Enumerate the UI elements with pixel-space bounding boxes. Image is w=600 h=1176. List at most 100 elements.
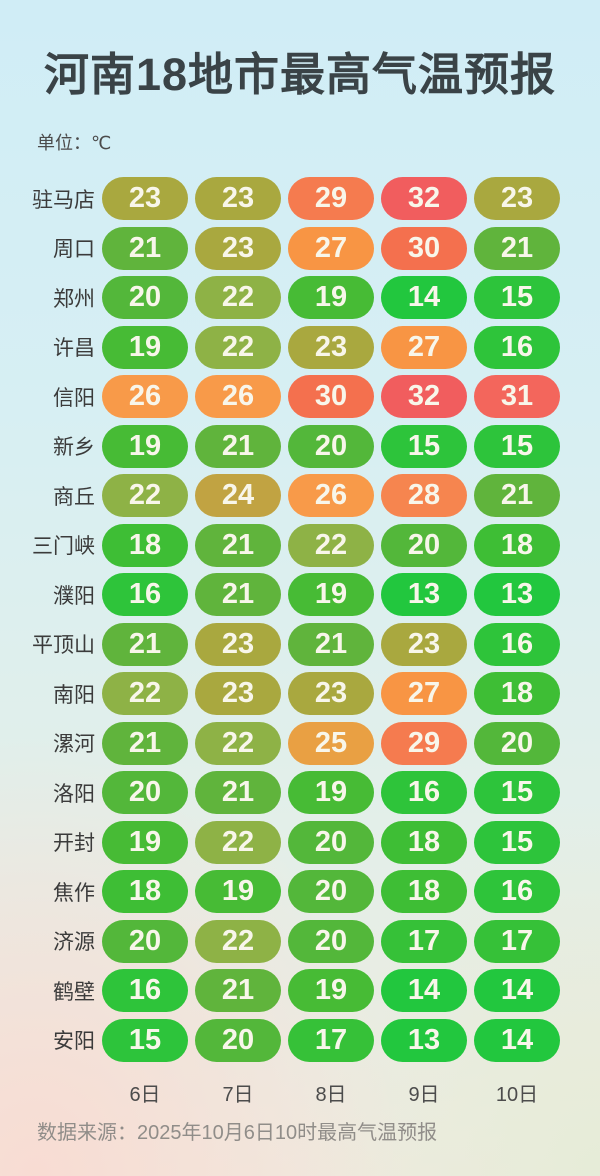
table-row: 济源 20 22 20 17 17: [0, 919, 600, 963]
temp-pill: 16: [474, 870, 560, 913]
temp-pill: 15: [474, 424, 560, 468]
temp-pill: 26: [195, 375, 281, 418]
city-label: 开封: [53, 832, 95, 855]
temp-pill: 21: [102, 622, 188, 666]
city-label: 商丘: [53, 485, 95, 509]
temp-pill: 13: [381, 1018, 467, 1062]
temp-pill: 23: [381, 622, 467, 666]
temp-pill: 20: [288, 424, 374, 468]
temp-pill: 16: [381, 771, 467, 814]
temp-pill: 32: [381, 375, 467, 418]
temp-pill: 18: [474, 672, 560, 715]
city-label: 平顶山: [32, 634, 95, 657]
temp-pill: 21: [195, 573, 281, 616]
temp-pill: 20: [102, 919, 188, 963]
table-row: 安阳 15 20 17 13 14: [0, 1018, 600, 1062]
city-label: 鹤壁: [53, 980, 95, 1004]
temp-pill: 19: [195, 870, 281, 913]
temp-pill: 23: [195, 672, 281, 715]
temp-pill: 19: [102, 820, 188, 864]
temp-pill: 14: [474, 969, 560, 1012]
temp-pill: 13: [381, 573, 467, 616]
temp-pill: 25: [288, 721, 374, 765]
temp-pill: 18: [474, 523, 560, 567]
city-label: 济源: [53, 931, 95, 954]
temp-pill: 20: [381, 523, 467, 567]
temp-pill: 28: [381, 474, 467, 517]
temp-pill: 22: [102, 672, 188, 715]
temp-pill: 22: [288, 523, 374, 567]
temp-pill: 23: [102, 177, 188, 220]
temp-pill: 14: [474, 1018, 560, 1062]
city-label: 驻马店: [32, 188, 95, 212]
date-label: 9日: [408, 1084, 440, 1106]
temp-pill: 27: [381, 672, 467, 715]
table-row: 信阳 26 26 30 32 31: [0, 375, 600, 418]
temp-pill: 20: [288, 820, 374, 864]
temp-pill: 20: [102, 276, 188, 319]
temp-pill: 21: [474, 226, 560, 270]
city-label: 安阳: [53, 1030, 95, 1053]
city-label: 郑州: [53, 287, 95, 311]
city-label: 许昌: [53, 337, 95, 360]
temp-pill: 14: [381, 969, 467, 1012]
temp-pill: 21: [195, 424, 281, 468]
temp-pill: 29: [288, 177, 374, 220]
temp-pill: 20: [474, 721, 560, 765]
temp-pill: 23: [195, 177, 281, 220]
temp-pill: 13: [474, 573, 560, 616]
temp-pill: 18: [102, 870, 188, 913]
temp-pill: 20: [288, 919, 374, 963]
temp-pill: 20: [288, 870, 374, 913]
temp-pill: 17: [474, 919, 560, 963]
table-row: 漯河 21 22 25 29 20: [0, 721, 600, 765]
temp-pill: 32: [381, 177, 467, 220]
temp-pill: 23: [195, 622, 281, 666]
table-row: 鹤壁 16 21 19 14 14: [0, 969, 600, 1012]
temp-pill: 27: [288, 226, 374, 270]
unit-label: 单位：℃: [37, 133, 112, 153]
temp-pill: 16: [474, 325, 560, 369]
axis-spacer: [0, 1078, 95, 1107]
temp-pill: 23: [288, 325, 374, 369]
temp-pill: 17: [288, 1018, 374, 1062]
table-row: 新乡 19 21 20 15 15: [0, 424, 600, 468]
temp-pill: 23: [288, 672, 374, 715]
temp-pill: 15: [474, 771, 560, 814]
temp-pill: 21: [102, 721, 188, 765]
temp-pill: 21: [474, 474, 560, 517]
temp-pill: 21: [195, 523, 281, 567]
temp-pill: 29: [381, 721, 467, 765]
temp-pill: 18: [381, 820, 467, 864]
city-label: 南阳: [53, 683, 95, 707]
temp-pill: 17: [381, 919, 467, 963]
temp-pill: 15: [474, 820, 560, 864]
temp-pill: 30: [288, 375, 374, 418]
page-title: 河南18地市最高气温预报: [43, 49, 557, 100]
temp-pill: 21: [288, 622, 374, 666]
table-row: 濮阳 16 21 19 13 13: [0, 573, 600, 616]
temp-pill: 26: [288, 474, 374, 517]
city-label: 三门峡: [32, 535, 95, 558]
temp-pill: 18: [102, 523, 188, 567]
temp-pill: 21: [195, 771, 281, 814]
temp-pill: 15: [474, 276, 560, 319]
temp-pill: 20: [102, 771, 188, 814]
temp-pill: 19: [288, 969, 374, 1012]
temp-pill: 18: [381, 870, 467, 913]
temp-pill: 22: [195, 276, 281, 319]
table-row: 郑州 20 22 19 14 15: [0, 276, 600, 319]
city-label: 濮阳: [53, 584, 95, 608]
temp-pill: 16: [474, 622, 560, 666]
temp-pill: 21: [195, 969, 281, 1012]
temp-pill: 16: [102, 969, 188, 1012]
temp-pill: 19: [102, 325, 188, 369]
temp-pill: 27: [381, 325, 467, 369]
table-row: 三门峡 18 21 22 20 18: [0, 523, 600, 567]
table-row: 焦作 18 19 20 18 16: [0, 870, 600, 913]
city-label: 新乡: [53, 436, 95, 459]
temp-pill: 23: [474, 177, 560, 220]
date-label: 6日: [129, 1084, 161, 1106]
date-axis: 6日 7日 8日 9日 10日: [0, 1078, 600, 1107]
temp-pill: 22: [102, 474, 188, 517]
